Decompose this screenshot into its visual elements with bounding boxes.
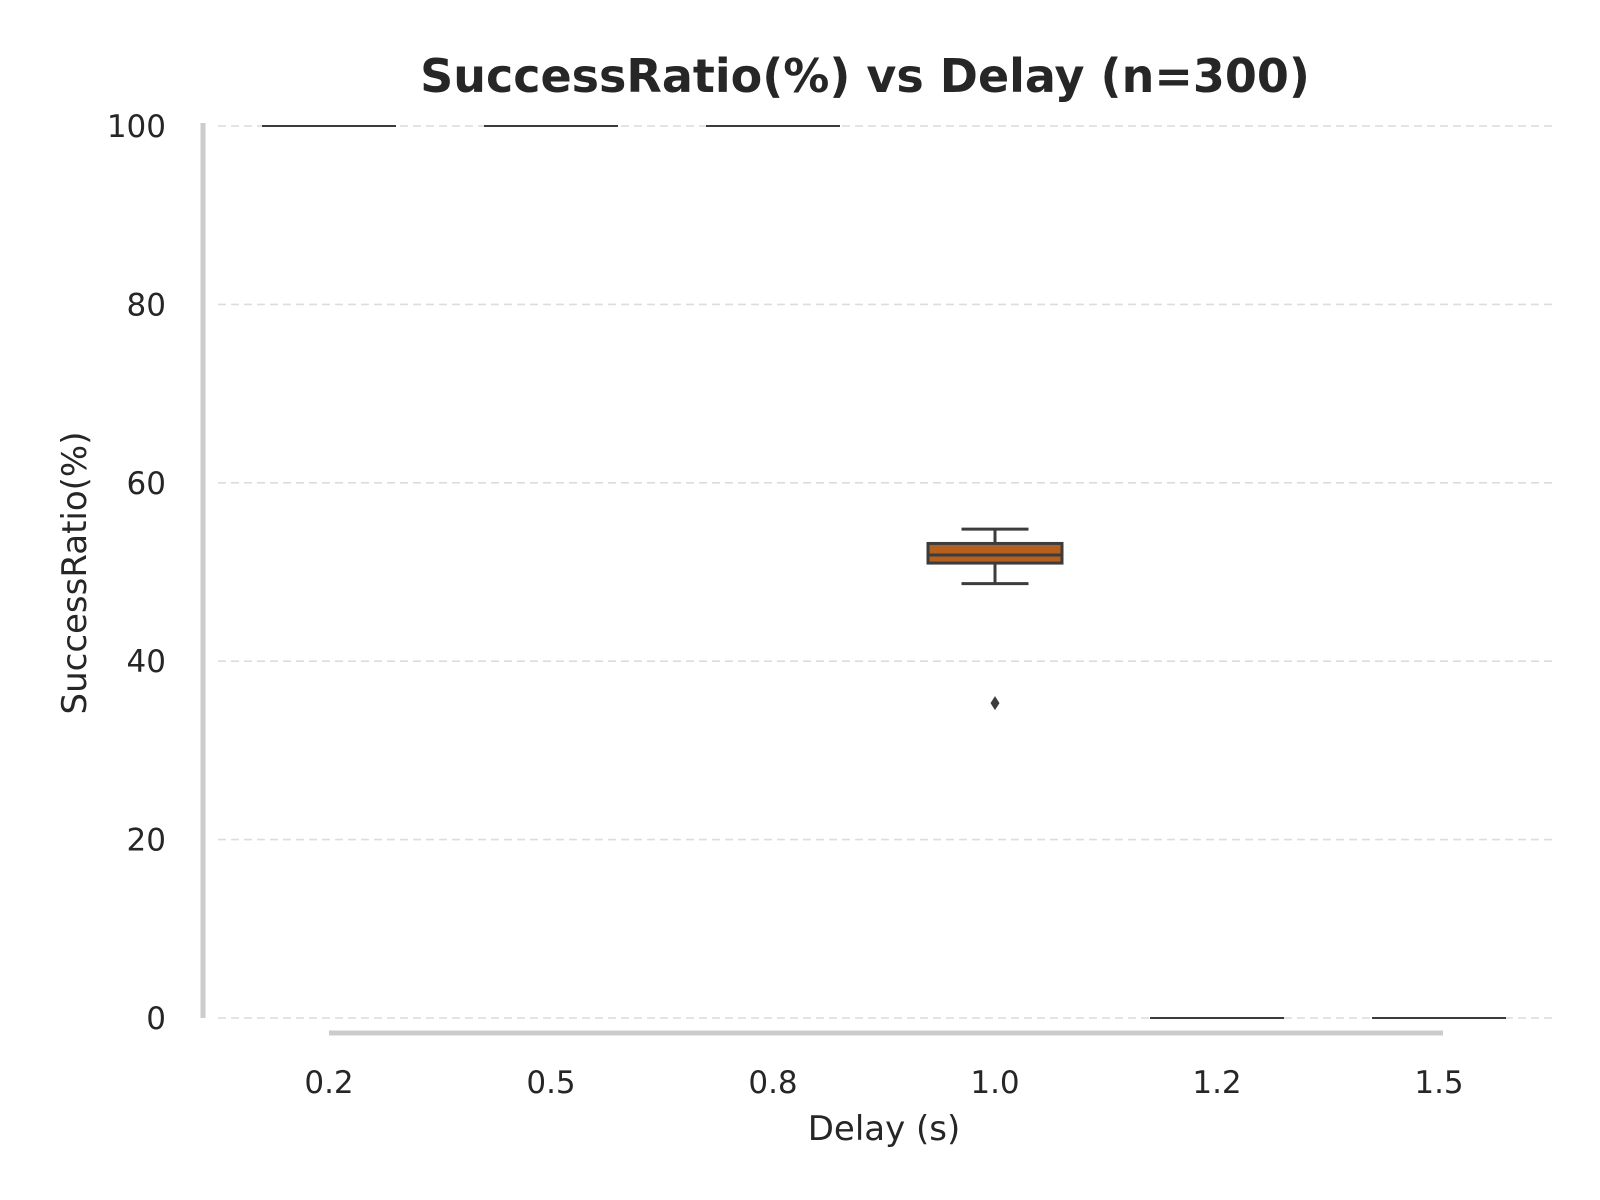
y-tick-label: 40: [127, 644, 166, 680]
axes-layer: [200, 123, 1443, 1036]
y-ticks-layer: 0 20 40 60 80 100: [107, 109, 166, 1037]
grid-layer: [218, 125, 1552, 1019]
chart-title: SuccessRatio(%) vs Delay (n=300): [420, 49, 1310, 103]
y-tick-label: 80: [127, 287, 166, 323]
y-axis-label: SuccessRatio(%): [55, 432, 95, 715]
y-tick-label: 60: [127, 466, 166, 502]
x-axis-label: Delay (s): [808, 1109, 961, 1149]
y-tick-label: 0: [146, 1001, 166, 1037]
x-tick-label: 1.5: [1414, 1065, 1463, 1101]
x-ticks-layer: 0.2 0.5 0.8 1.0 1.2 1.5: [304, 1065, 1463, 1101]
box-1.0: [926, 527, 1064, 711]
x-tick-label: 1.2: [1192, 1065, 1241, 1101]
box-outlier-point: [990, 696, 1000, 711]
x-tick-label: 0.2: [304, 1065, 353, 1101]
box-iqr-rect: [926, 541, 1064, 565]
x-tick-label: 0.8: [748, 1065, 797, 1101]
x-tick-label: 0.5: [526, 1065, 575, 1101]
y-tick-label: 20: [127, 823, 166, 859]
x-tick-label: 1.0: [970, 1065, 1019, 1101]
y-tick-label: 100: [107, 109, 166, 145]
boxes-layer: [262, 125, 1506, 1019]
